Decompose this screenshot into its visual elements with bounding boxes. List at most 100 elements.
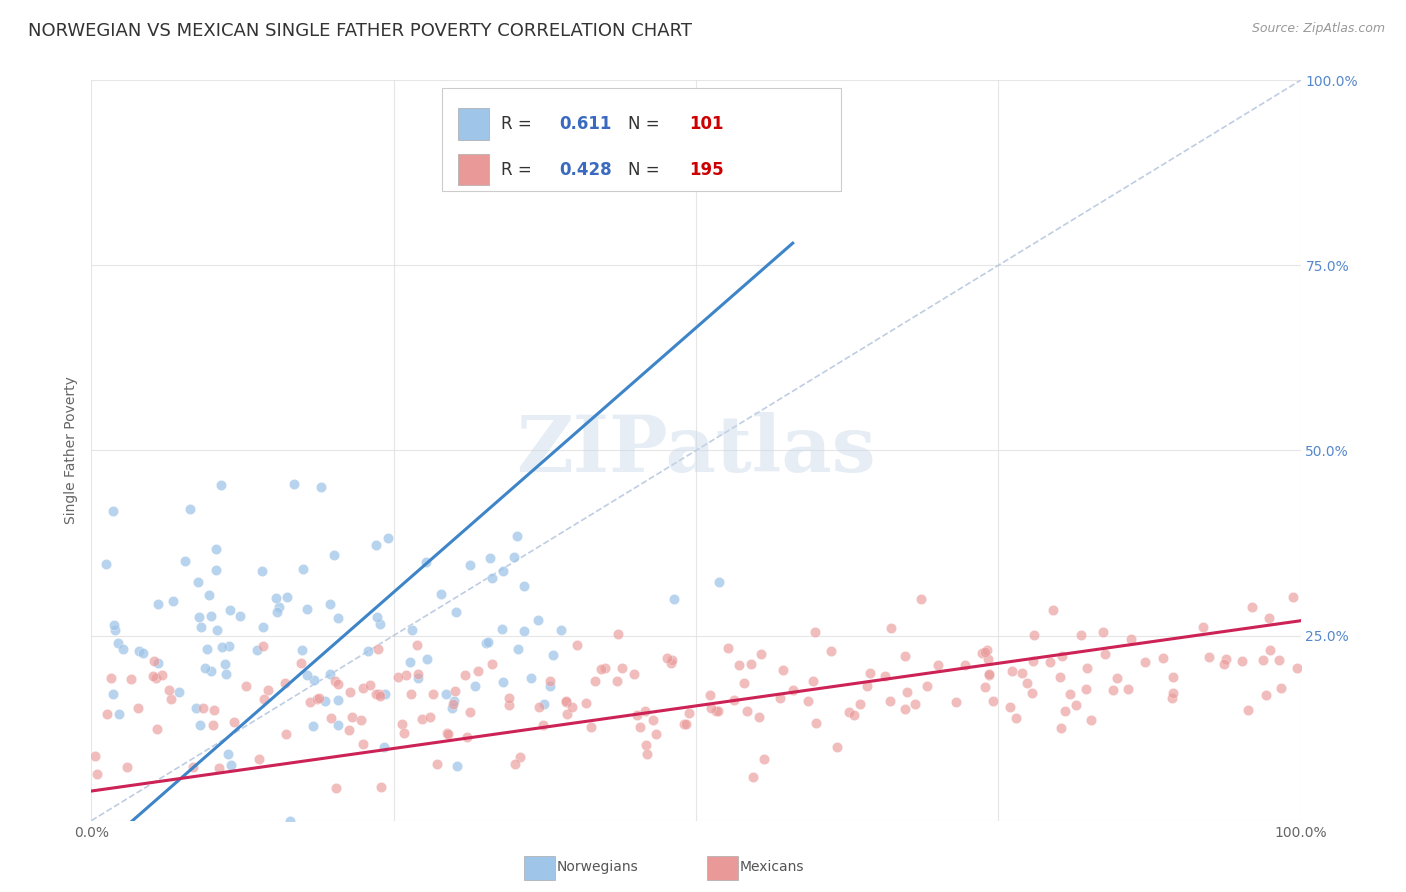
Point <box>626 707 648 722</box>
Point <box>408 666 430 681</box>
Point <box>976 643 998 657</box>
Text: 101: 101 <box>689 115 723 133</box>
Point <box>443 693 465 707</box>
Point <box>707 704 730 718</box>
Point <box>368 616 391 631</box>
Point <box>678 706 700 720</box>
Point <box>323 674 346 689</box>
FancyBboxPatch shape <box>458 109 489 139</box>
Point <box>352 681 374 696</box>
Point <box>873 669 896 683</box>
Point <box>228 609 250 624</box>
Point <box>1004 710 1026 724</box>
Point <box>623 666 645 681</box>
Point <box>555 694 578 708</box>
Point <box>276 591 298 605</box>
Point <box>436 725 458 739</box>
Text: 0.428: 0.428 <box>560 161 612 179</box>
Point <box>247 752 270 766</box>
Text: ZIPatlas: ZIPatlas <box>516 412 876 489</box>
Point <box>513 579 536 593</box>
Point <box>319 597 342 611</box>
Text: R =: R = <box>502 161 537 179</box>
Point <box>699 688 721 702</box>
Point <box>187 574 209 589</box>
Point <box>645 727 668 741</box>
Point <box>699 701 721 715</box>
Point <box>733 675 755 690</box>
Point <box>274 675 297 690</box>
Point <box>406 639 429 653</box>
Point <box>415 555 437 569</box>
Point <box>107 636 129 650</box>
Point <box>434 687 457 701</box>
Point <box>370 780 392 794</box>
Point <box>856 679 879 693</box>
Point <box>953 658 976 673</box>
Point <box>200 665 222 679</box>
Point <box>527 699 550 714</box>
Point <box>398 656 420 670</box>
Point <box>367 641 389 656</box>
Point <box>205 623 228 637</box>
Point <box>945 695 967 709</box>
Point <box>266 606 288 620</box>
Point <box>467 665 489 679</box>
Point <box>1116 681 1139 696</box>
Point <box>1050 648 1073 663</box>
Point <box>1076 661 1098 675</box>
Point <box>561 700 583 714</box>
Point <box>538 673 561 688</box>
Point <box>319 667 342 681</box>
Point <box>145 671 167 685</box>
Point <box>502 549 524 564</box>
Point <box>673 717 696 731</box>
Point <box>636 738 658 752</box>
Point <box>323 549 346 563</box>
Point <box>513 624 536 638</box>
Point <box>1237 703 1260 717</box>
Point <box>295 667 318 681</box>
Point <box>1258 611 1281 625</box>
Point <box>128 644 150 658</box>
Point <box>723 693 745 707</box>
Point <box>252 640 274 654</box>
Point <box>103 503 125 517</box>
Point <box>728 658 751 673</box>
Point <box>927 658 949 673</box>
Point <box>200 608 222 623</box>
Point <box>264 591 287 605</box>
Point <box>217 747 239 761</box>
Point <box>844 708 866 723</box>
Point <box>491 622 513 636</box>
Point <box>86 767 108 781</box>
Point <box>454 667 477 681</box>
Point <box>1256 688 1278 702</box>
Point <box>104 623 127 637</box>
Point <box>441 701 464 715</box>
Point <box>142 669 165 683</box>
Point <box>1050 721 1073 735</box>
Point <box>94 557 117 571</box>
Point <box>538 679 561 693</box>
Point <box>675 716 697 731</box>
Point <box>359 678 381 692</box>
Point <box>735 704 758 718</box>
Text: 195: 195 <box>689 161 723 179</box>
Point <box>290 656 312 670</box>
Point <box>803 625 825 640</box>
Point <box>444 605 467 619</box>
Point <box>298 695 321 709</box>
Point <box>1230 654 1253 668</box>
Point <box>704 704 727 718</box>
Text: Norwegians: Norwegians <box>557 860 638 874</box>
Point <box>498 691 520 706</box>
Point <box>103 617 125 632</box>
Point <box>628 720 651 734</box>
Point <box>1076 681 1098 696</box>
Text: 0.611: 0.611 <box>560 115 612 133</box>
Point <box>430 587 453 601</box>
Point <box>391 717 413 731</box>
Point <box>184 700 207 714</box>
Point <box>1253 653 1275 667</box>
